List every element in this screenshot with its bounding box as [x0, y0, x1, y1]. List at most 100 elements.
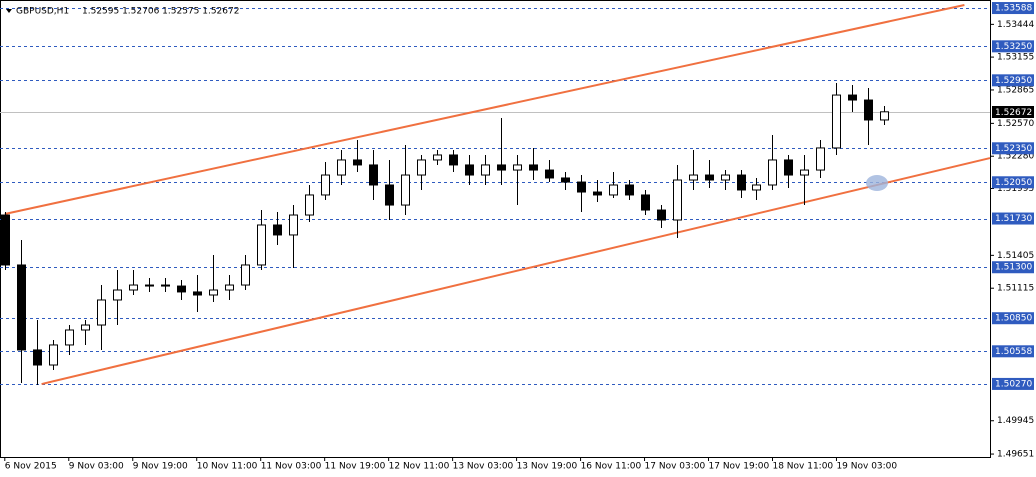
candle-body [49, 344, 58, 366]
level-label-box [992, 345, 1034, 358]
candle-body [17, 264, 26, 351]
menu-arrow [6, 9, 12, 13]
plot-frame [0, 0, 991, 458]
anchor-point [866, 175, 888, 191]
candle-body [481, 164, 490, 176]
candle-body [880, 111, 889, 121]
x-tick-label: 13 Nov 03:00 [453, 462, 514, 472]
candle-body [689, 174, 698, 181]
x-tick-label: 18 Nov 11:00 [772, 462, 833, 472]
y-tick-label: 1.51405 [997, 251, 1034, 261]
level-label-box [992, 40, 1034, 53]
y-tick-label: 1.49651 [997, 450, 1034, 460]
level-label: 1.50850 [995, 314, 1032, 324]
x-tick-label: 6 Nov 2015 [5, 462, 57, 472]
candle-body [33, 349, 42, 366]
candle-body [225, 284, 234, 291]
trend-line [41, 157, 991, 386]
trend-line [4, 4, 965, 215]
candle-body [113, 289, 122, 301]
candle-body [625, 184, 634, 196]
candle-body [529, 164, 538, 171]
y-tick-label: 1.49945 [997, 416, 1034, 426]
candle-body [816, 147, 825, 171]
level-label: 1.52050 [995, 178, 1032, 188]
current-price-label: 1.52672 [995, 108, 1032, 118]
candle-body [768, 159, 777, 186]
level-label-box [992, 261, 1034, 274]
candle-body [305, 194, 314, 216]
x-tick-label: 11 Nov 03:00 [261, 462, 322, 472]
level-label: 1.51730 [995, 214, 1032, 224]
candle-body [864, 99, 873, 121]
candle-body [241, 264, 250, 286]
candle-body [193, 291, 202, 296]
y-tick-label: 1.52865 [997, 85, 1034, 95]
y-tick-label: 1.51115 [997, 284, 1034, 294]
candle-body [337, 159, 346, 176]
x-tick-label: 12 Nov 11:00 [389, 462, 450, 472]
candle-body [65, 329, 74, 346]
candle-body [97, 299, 106, 326]
level-label-box [992, 377, 1034, 390]
candle-body [145, 284, 154, 287]
candle-body [449, 154, 458, 166]
candle-body [497, 164, 506, 171]
marks [0, 4, 991, 386]
candle-body [289, 214, 298, 236]
candle-body [721, 174, 730, 181]
candle-body [577, 181, 586, 193]
candle-body [784, 159, 793, 176]
x-tick-label: 17 Nov 03:00 [645, 462, 706, 472]
candle-body [752, 184, 761, 191]
level-label: 1.52950 [995, 76, 1032, 86]
candle-body [177, 285, 186, 293]
y-tick-label: 1.53155 [997, 53, 1034, 63]
candle-body [417, 159, 426, 176]
candle-body [609, 184, 618, 196]
candle-body [641, 194, 650, 211]
level-label: 1.50270 [995, 379, 1032, 389]
candle-body [161, 284, 170, 287]
x-tick-label: 9 Nov 19:00 [133, 462, 188, 472]
candle-body [257, 224, 266, 266]
x-tick-label: 19 Nov 03:00 [836, 462, 897, 472]
level-label-box [992, 312, 1034, 325]
candle-body [129, 284, 138, 291]
level-label: 1.50558 [995, 347, 1032, 357]
candle-body [737, 174, 746, 191]
ohlc: 1.52595 1.52706 1.52575 1.52672 [82, 7, 239, 17]
x-tick-label: 10 Nov 11:00 [197, 462, 258, 472]
current-price-box [992, 106, 1034, 118]
candle-body [800, 169, 809, 176]
candle-body [369, 164, 378, 186]
candle-body [273, 224, 282, 236]
candle-body [673, 179, 682, 221]
candle-body [209, 289, 218, 296]
level-label: 1.53588 [995, 4, 1032, 14]
symbol: GBPUSD,H1 [16, 7, 69, 17]
x-tick-label: 11 Nov 19:00 [325, 462, 386, 472]
candle-body [561, 177, 570, 183]
x-tick-label: 17 Nov 19:00 [709, 462, 770, 472]
candle-body [321, 174, 330, 196]
candle-body [657, 209, 666, 221]
candle-body [705, 174, 714, 181]
candle-body [401, 174, 410, 206]
x-tick-label: 16 Nov 11:00 [581, 462, 642, 472]
level-label-box [992, 74, 1034, 87]
candle-body [545, 169, 554, 179]
x-tick-label: 13 Nov 19:00 [517, 462, 578, 472]
candle-body [848, 94, 857, 101]
candle-body [433, 154, 442, 161]
y-tick-label: 1.52280 [997, 152, 1034, 162]
level-label-box [992, 176, 1034, 189]
candle-body [513, 164, 522, 171]
candle-body [593, 191, 602, 196]
level-label-box [992, 142, 1034, 155]
y-tick-label: 1.52570 [997, 119, 1034, 129]
level-label: 1.53250 [995, 42, 1032, 52]
candle-body [465, 164, 474, 176]
y-tick-label: 1.51995 [997, 184, 1034, 194]
